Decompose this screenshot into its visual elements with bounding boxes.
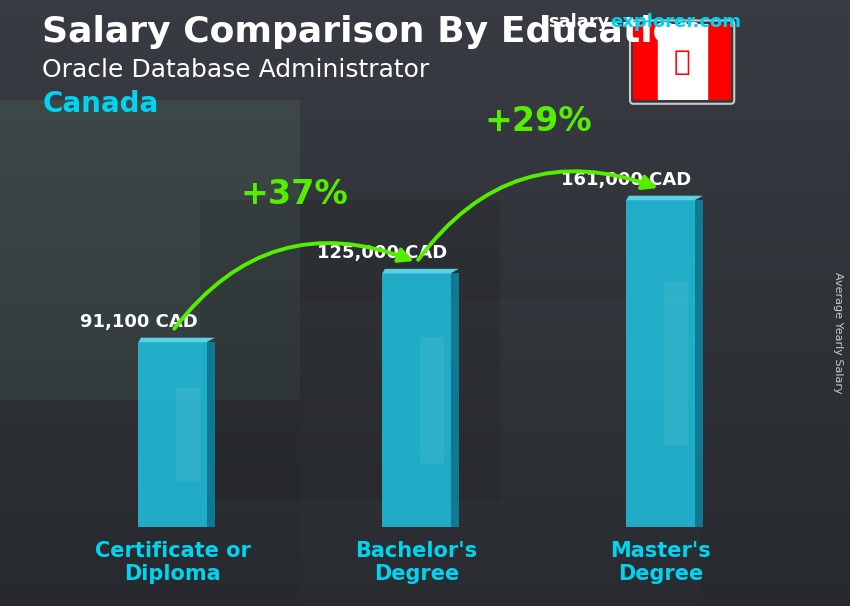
Text: +37%: +37% <box>241 178 348 211</box>
Text: 🍁: 🍁 <box>674 48 690 76</box>
Text: Average Yearly Salary: Average Yearly Salary <box>833 273 843 394</box>
FancyBboxPatch shape <box>139 342 207 527</box>
Polygon shape <box>207 342 215 527</box>
Bar <box>706 24 731 100</box>
Text: Oracle Database Administrator: Oracle Database Administrator <box>42 58 430 82</box>
Text: Salary Comparison By Education: Salary Comparison By Education <box>42 15 704 49</box>
Polygon shape <box>382 269 459 273</box>
FancyBboxPatch shape <box>176 388 200 481</box>
FancyBboxPatch shape <box>420 337 444 464</box>
FancyBboxPatch shape <box>664 282 688 445</box>
Polygon shape <box>694 200 703 527</box>
Polygon shape <box>626 196 703 200</box>
Text: explorer.com: explorer.com <box>610 13 741 32</box>
Text: +29%: +29% <box>484 105 592 138</box>
Text: Canada: Canada <box>42 90 159 118</box>
FancyBboxPatch shape <box>626 200 694 527</box>
Polygon shape <box>450 273 459 527</box>
Text: 125,000 CAD: 125,000 CAD <box>317 244 447 262</box>
Bar <box>633 24 658 100</box>
Text: 161,000 CAD: 161,000 CAD <box>561 171 691 189</box>
Text: salary: salary <box>548 13 609 32</box>
FancyBboxPatch shape <box>382 273 450 527</box>
Polygon shape <box>139 338 215 342</box>
Text: 91,100 CAD: 91,100 CAD <box>80 313 197 331</box>
Bar <box>658 24 706 100</box>
